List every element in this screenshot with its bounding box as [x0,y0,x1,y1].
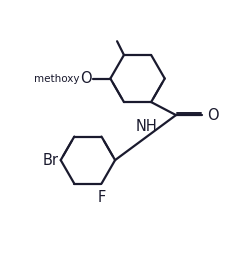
Text: O: O [207,108,218,123]
Text: NH: NH [136,119,158,134]
Text: methoxy: methoxy [34,73,80,84]
Text: F: F [97,189,106,204]
Text: Br: Br [42,153,58,168]
Text: O: O [80,71,91,86]
